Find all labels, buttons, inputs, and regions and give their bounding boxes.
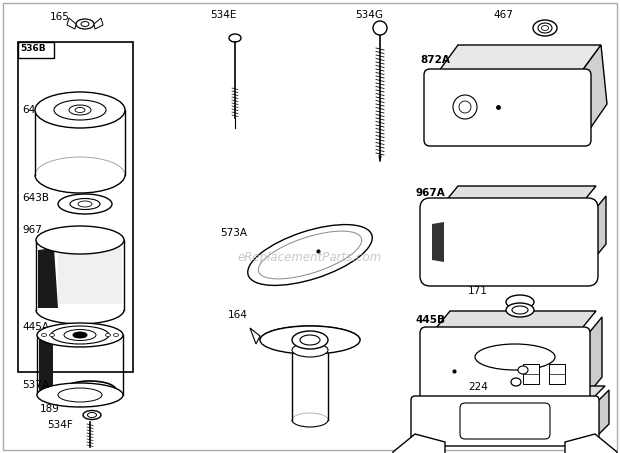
Text: 164: 164: [228, 310, 248, 320]
Ellipse shape: [259, 231, 361, 279]
Ellipse shape: [113, 333, 118, 337]
Polygon shape: [67, 18, 76, 29]
Text: 643B: 643B: [22, 193, 49, 203]
Ellipse shape: [229, 34, 241, 42]
Text: 534E: 534E: [210, 10, 236, 20]
Ellipse shape: [538, 23, 552, 33]
Bar: [523, 364, 539, 384]
Ellipse shape: [533, 20, 557, 36]
Ellipse shape: [37, 383, 123, 407]
Polygon shape: [432, 222, 444, 262]
FancyBboxPatch shape: [460, 403, 550, 439]
Ellipse shape: [73, 332, 87, 338]
Text: 189: 189: [40, 404, 60, 414]
Polygon shape: [565, 434, 617, 453]
Polygon shape: [94, 18, 103, 29]
Polygon shape: [393, 434, 445, 453]
Ellipse shape: [83, 410, 101, 419]
Ellipse shape: [373, 21, 387, 35]
Ellipse shape: [38, 228, 122, 252]
Polygon shape: [250, 328, 260, 344]
Ellipse shape: [42, 333, 46, 337]
Circle shape: [459, 101, 471, 113]
FancyBboxPatch shape: [420, 198, 598, 286]
Polygon shape: [419, 386, 605, 400]
Polygon shape: [39, 338, 53, 392]
Ellipse shape: [58, 388, 102, 402]
Ellipse shape: [69, 105, 91, 115]
Ellipse shape: [50, 333, 55, 337]
Ellipse shape: [37, 323, 123, 347]
Ellipse shape: [64, 381, 116, 399]
Polygon shape: [38, 248, 58, 308]
Ellipse shape: [54, 100, 106, 120]
Ellipse shape: [72, 385, 108, 395]
FancyBboxPatch shape: [424, 69, 591, 146]
Ellipse shape: [64, 329, 96, 341]
Ellipse shape: [76, 19, 94, 29]
Polygon shape: [584, 317, 602, 399]
Ellipse shape: [475, 344, 555, 370]
Ellipse shape: [78, 201, 92, 207]
Ellipse shape: [51, 326, 109, 344]
Ellipse shape: [512, 306, 528, 314]
Ellipse shape: [511, 378, 521, 386]
Circle shape: [453, 95, 477, 119]
Bar: [549, 364, 565, 384]
Text: 165: 165: [50, 12, 70, 22]
Bar: [18, 42, 133, 372]
Ellipse shape: [300, 335, 320, 345]
Text: 534G: 534G: [355, 10, 383, 20]
Ellipse shape: [81, 21, 89, 26]
Ellipse shape: [58, 194, 112, 214]
Polygon shape: [436, 45, 601, 75]
Ellipse shape: [75, 107, 85, 112]
Polygon shape: [588, 196, 606, 266]
Ellipse shape: [541, 25, 549, 30]
Ellipse shape: [36, 226, 124, 254]
Text: 537A: 537A: [22, 380, 49, 390]
Ellipse shape: [35, 92, 125, 128]
Bar: [58, 248, 122, 304]
Text: 467: 467: [493, 10, 513, 20]
Ellipse shape: [506, 295, 534, 309]
Ellipse shape: [70, 198, 100, 209]
Ellipse shape: [105, 333, 110, 337]
Text: 224: 224: [468, 382, 488, 392]
Ellipse shape: [518, 366, 528, 374]
Text: 967: 967: [22, 225, 42, 235]
Polygon shape: [440, 186, 596, 208]
Polygon shape: [579, 45, 607, 136]
Ellipse shape: [248, 225, 372, 285]
Ellipse shape: [292, 331, 328, 349]
Text: 445B: 445B: [415, 315, 445, 325]
FancyBboxPatch shape: [411, 396, 599, 446]
Text: 536B: 536B: [20, 44, 46, 53]
Polygon shape: [432, 311, 596, 333]
Bar: [18, 42, 54, 58]
Text: 573A: 573A: [220, 228, 247, 238]
Ellipse shape: [506, 303, 534, 317]
Text: eReplacementParts.com: eReplacementParts.com: [238, 251, 382, 265]
Ellipse shape: [87, 413, 97, 418]
Polygon shape: [595, 390, 609, 438]
Text: 872A: 872A: [420, 55, 450, 65]
Text: 642: 642: [22, 105, 42, 115]
Ellipse shape: [292, 343, 328, 357]
Text: 967A: 967A: [415, 188, 445, 198]
FancyBboxPatch shape: [420, 327, 590, 411]
Text: 875A: 875A: [420, 402, 450, 412]
Text: 445A: 445A: [22, 322, 49, 332]
Text: 171: 171: [468, 286, 488, 296]
Ellipse shape: [260, 326, 360, 354]
Text: 534F: 534F: [47, 420, 73, 430]
